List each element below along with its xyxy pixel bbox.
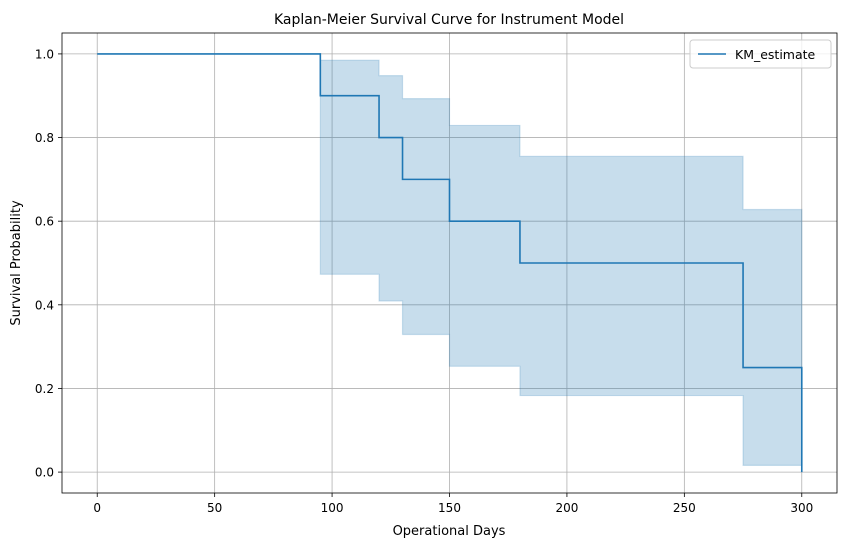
- series-layer: [97, 53, 803, 473]
- x-tick-label: 0: [93, 501, 101, 515]
- y-axis-ticks: 0.0 0.2 0.4 0.6 0.8 1.0: [35, 47, 62, 480]
- y-tick-label: 0.6: [35, 215, 54, 229]
- x-tick-label: 300: [790, 501, 813, 515]
- x-tick-label: 150: [438, 501, 461, 515]
- legend: KM_estimate: [689, 39, 832, 69]
- x-tick-label: 250: [673, 501, 696, 515]
- x-tick-label: 50: [207, 501, 222, 515]
- legend-entry-km-estimate: KM_estimate: [735, 47, 816, 62]
- x-tick-label: 200: [555, 501, 578, 515]
- x-axis-ticks: 0 50 100 150 200 250 300: [93, 493, 813, 515]
- y-axis-label: Survival Probability: [9, 200, 24, 326]
- x-tick-label: 100: [321, 501, 344, 515]
- chart-title: Kaplan-Meier Survival Curve for Instrume…: [274, 12, 624, 28]
- y-tick-label: 0.8: [35, 131, 54, 145]
- y-tick-label: 0.4: [35, 298, 54, 312]
- y-tick-label: 0.0: [35, 466, 54, 480]
- x-axis-label: Operational Days: [393, 524, 506, 539]
- y-tick-label: 0.2: [35, 382, 54, 396]
- y-tick-label: 1.0: [35, 47, 54, 61]
- km-estimate-line: [97, 53, 803, 473]
- legend-box: [689, 39, 832, 69]
